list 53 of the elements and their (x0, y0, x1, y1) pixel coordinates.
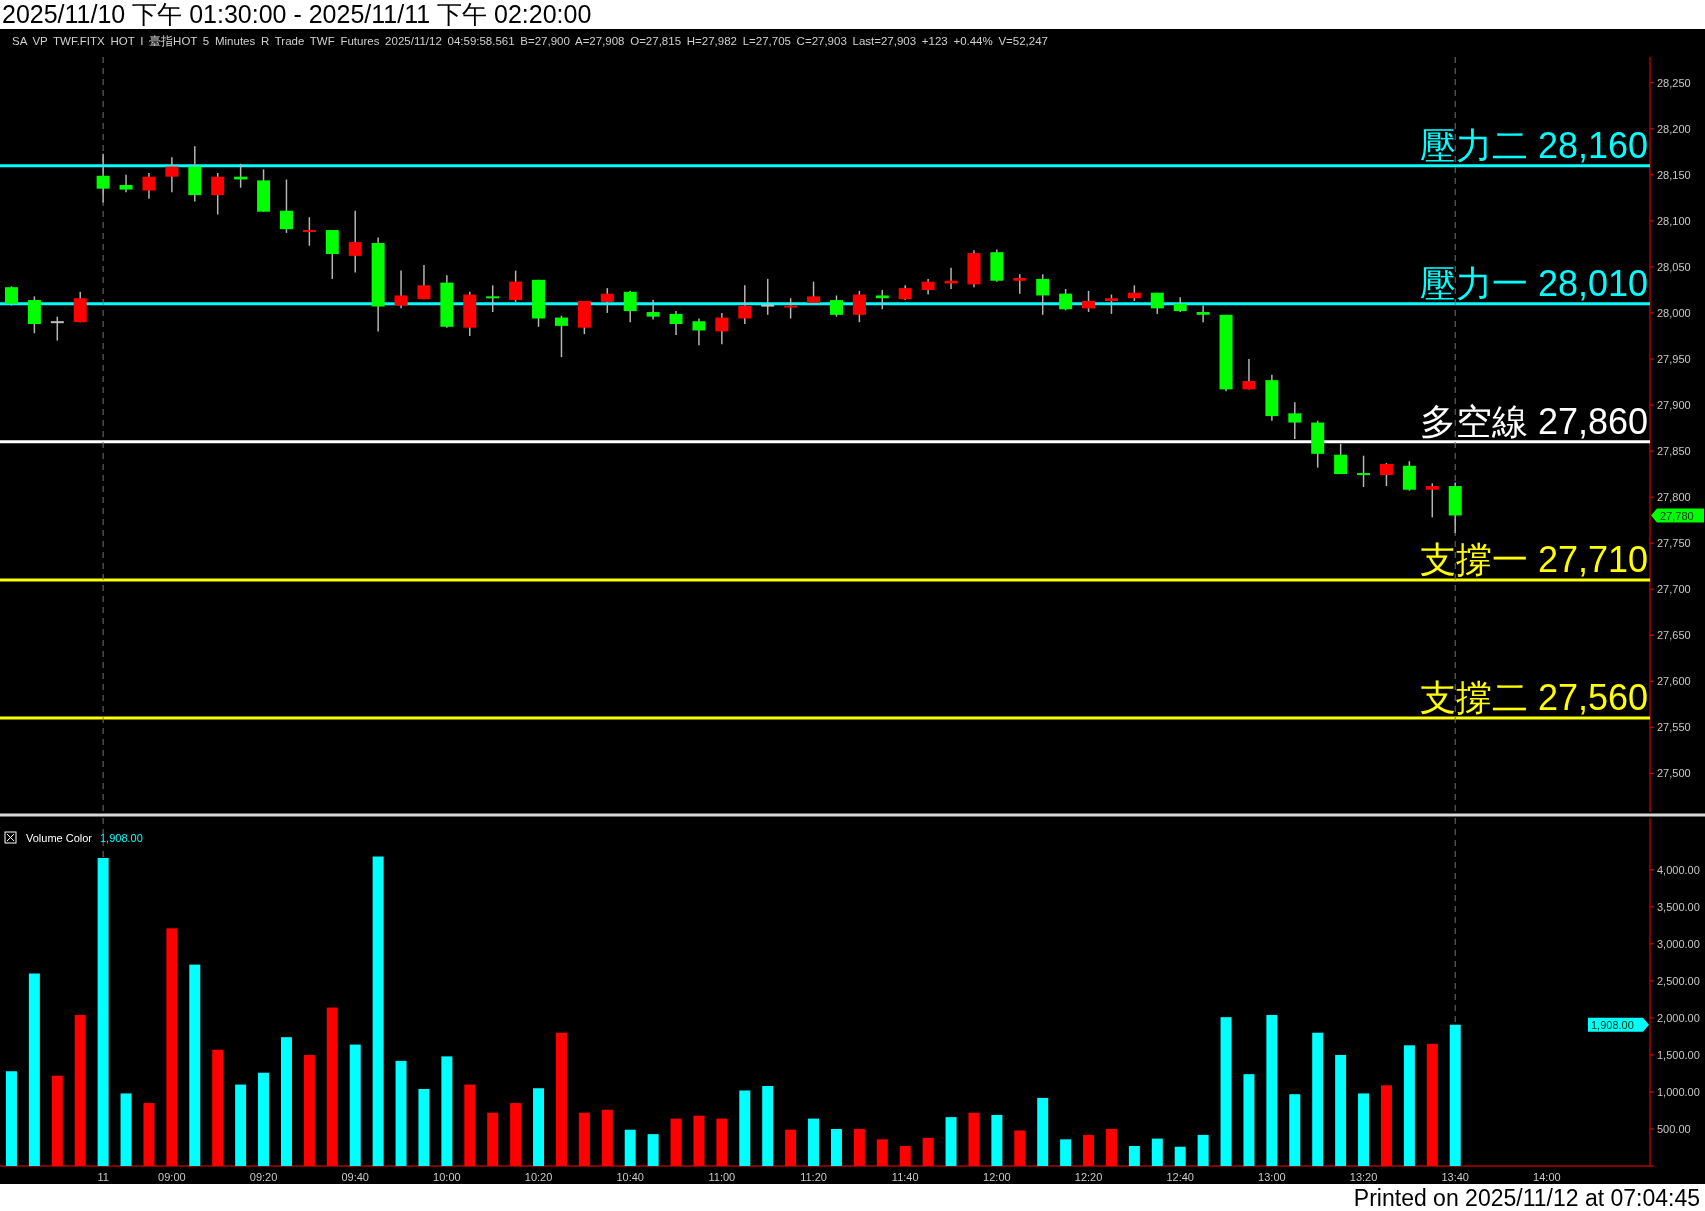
ref-line-label: 壓力二 28,160 (1419, 124, 1648, 166)
x-tick-label: 10:20 (524, 1171, 553, 1183)
annotation: Volume Color (26, 832, 93, 844)
x-tick-label: 09:00 (158, 1171, 186, 1183)
x-tick-label: 11 (97, 1171, 109, 1183)
y-tick-label: 28,100 (1657, 214, 1691, 227)
y-tick-label: 4,000.00 (1657, 863, 1700, 876)
y-tick-label: 28,150 (1657, 168, 1691, 181)
x-tick-label: 10:40 (616, 1171, 644, 1183)
y-tick-label: 500.00 (1657, 1122, 1691, 1135)
x-tick-label: 13:00 (1258, 1171, 1286, 1183)
x-tick-label: 12:40 (1166, 1171, 1194, 1183)
y-tick-label: 27,500 (1657, 767, 1691, 780)
annotation: 1,908.00 (100, 832, 143, 844)
ref-line-label: 壓力一 28,010 (1419, 262, 1648, 304)
y-tick-label: 27,950 (1657, 353, 1691, 365)
y-tick-label: 27,850 (1657, 445, 1691, 458)
ref-line-label: 支撐二 27,560 (1419, 677, 1648, 719)
y-tick-label: 27,550 (1657, 721, 1691, 734)
x-tick-label: 11:20 (800, 1171, 827, 1183)
y-tick-label: 1,500.00 (1657, 1048, 1700, 1061)
y-tick-label: 28,250 (1657, 76, 1691, 89)
y-tick-label: 3,000.00 (1657, 937, 1700, 950)
y-tick-label: 27,700 (1657, 583, 1691, 596)
x-tick-label: 10:00 (433, 1171, 461, 1183)
x-tick-label: 13:40 (1441, 1171, 1469, 1183)
ref-line-label: 支撐一 27,710 (1419, 538, 1648, 580)
y-tick-label: 27,900 (1657, 399, 1691, 412)
y-tick-label: 27,650 (1657, 629, 1691, 642)
y-tick-label: 1,000.00 (1657, 1085, 1700, 1098)
chart-title: 2025/11/10 下午 01:30:00 - 2025/11/11 下午 02:20:00 (2, 0, 592, 28)
y-tick-label: 27,600 (1657, 675, 1691, 688)
y-tick-label: 28,000 (1657, 306, 1691, 319)
y-tick-label: 28,050 (1657, 260, 1691, 273)
x-tick-label: 09:40 (341, 1171, 369, 1183)
y-tick-label: 3,500.00 (1657, 900, 1700, 913)
x-tick-label: 13:20 (1349, 1171, 1378, 1183)
chart-subtitle: SA VP TWF.FITX HOT I 臺指HOT 5 Minutes R Trade TWF Futures 2025/11/12 04:59:58.561 B=27,900 A=27,908 O=27,815 H=27,982 L=27,705 C=27,903 Last=27,903 +123 +0.44% V=52,247 (12, 35, 1048, 47)
y-tick-label: 27,800 (1657, 491, 1691, 504)
x-tick-label: 09:20 (249, 1171, 278, 1183)
x-tick-label: 12:00 (983, 1171, 1011, 1183)
text: Printed on 2025/11/12 at 07:04:45 (1353, 1185, 1700, 1211)
text: 27,780 (1660, 509, 1694, 522)
y-tick-label: 2,000.00 (1657, 1011, 1700, 1024)
x-tick-label: 14:00 (1533, 1171, 1561, 1183)
x-tick-label: 11:40 (891, 1171, 919, 1183)
y-tick-label: 28,200 (1657, 122, 1691, 135)
x-tick-label: 12:20 (1074, 1171, 1103, 1183)
y-tick-label: 2,500.00 (1657, 974, 1700, 987)
ref-line-label: 多空線 27,860 (1419, 400, 1648, 442)
y-tick-label: 27,750 (1657, 537, 1691, 550)
x-tick-label: 11:00 (708, 1171, 736, 1183)
annotation: 1,908.00 (1591, 1018, 1634, 1031)
